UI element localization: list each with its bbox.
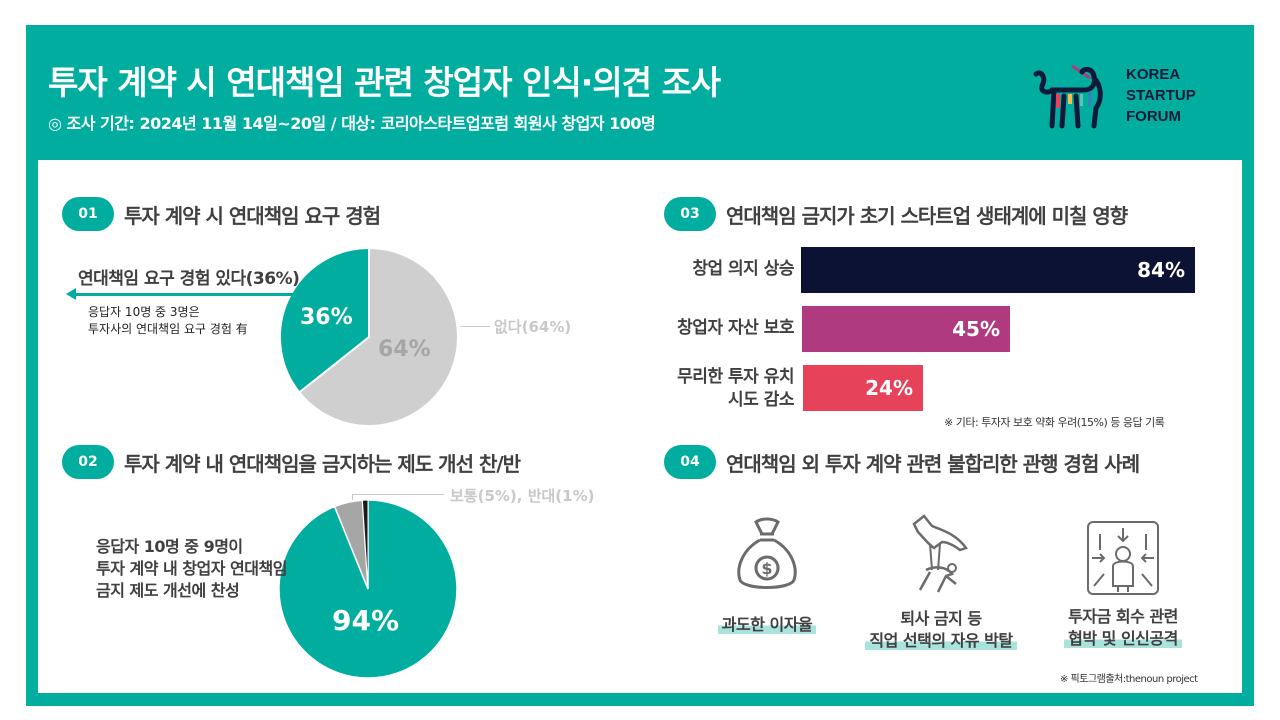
callout-desc: 응답자 10명 중 9명이 투자 계약 내 창업자 연대책임 금지 제도 개선에…: [96, 537, 287, 600]
logo-text: KOREA STARTUP FORUM: [1126, 66, 1196, 125]
case-item: 퇴사 금지 등 직업 선택의 자유 박탈: [831, 514, 1051, 652]
korea-startup-forum-logo: KOREA STARTUP FORUM: [1032, 56, 1242, 136]
slice-yes-value: 36%: [300, 305, 353, 330]
section-badge: 02: [62, 445, 114, 479]
survey-info: ◎ 조사 기간: 2024년 11월 14일~20일 / 대상: 코리아스타트업…: [48, 114, 656, 133]
bar-label: 창업 의지 상승: [692, 259, 794, 279]
page-title: 투자 계약 시 연대책임 관련 창업자 인식·의견 조사: [48, 63, 721, 102]
label-no: 없다(64%): [494, 318, 572, 336]
callout-arrow-line: [72, 293, 296, 296]
section-title: 투자 계약 시 연대책임 요구 경험: [124, 203, 381, 228]
section-title: 연대책임 외 투자 계약 관련 불합리한 관행 경험 사례: [726, 451, 1140, 476]
case-label-line: 투자금 회수 관련: [1068, 607, 1178, 626]
case-item: 투자금 회수 관련 협박 및 인신공격: [1013, 520, 1233, 650]
case-label: 과도한 이자율: [717, 615, 817, 634]
section-01-header: 01 투자 계약 시 연대책임 요구 경험: [62, 197, 381, 231]
bar-45: 45%: [802, 306, 1010, 352]
case-label-line: 퇴사 금지 등: [900, 609, 982, 628]
pictogram-source: ※ 픽토그램출처:thenoun project: [1060, 674, 1198, 685]
arrow-left-icon: [66, 288, 76, 300]
unicorn-logo-icon: [1033, 64, 1103, 129]
section-03-header: 03 연대책임 금지가 초기 스타트업 생태계에 미칠 영향: [664, 197, 1128, 231]
pie-chart-experience: [278, 246, 459, 427]
section-badge: 03: [664, 197, 716, 231]
section-badge: 01: [62, 197, 114, 231]
callout-desc: 응답자 10명 중 3명은 투자사의 연대책임 요구 경험 有: [88, 305, 248, 336]
bar-label: 무리한 투자 유치 시도 감소: [677, 367, 794, 410]
footnote: ※ 기타: 투자자 보호 약화 우려(15%) 등 응답 기록: [944, 416, 1165, 429]
pressured-person-icon: [1087, 521, 1159, 595]
puppet-hand-icon: [912, 514, 969, 593]
section-04-header: 04 연대책임 외 투자 계약 관련 불합리한 관행 경험 사례: [664, 445, 1140, 479]
slice-agree-value: 94%: [332, 604, 400, 637]
leader-line: [460, 326, 490, 327]
section-title: 투자 계약 내 연대책임을 금지하는 제도 개선 찬/반: [124, 451, 521, 476]
section-badge: 04: [664, 445, 716, 479]
pie-chart-support: [278, 499, 458, 679]
label-other: 보통(5%), 반대(1%): [450, 487, 595, 505]
case-label-line: 협박 및 인신공격: [1064, 629, 1182, 648]
pie-slice-yes: [278, 246, 370, 394]
money-bag-icon: $: [737, 517, 797, 589]
case-label-line: 직업 선택의 자유 박탈: [865, 631, 1017, 650]
callout-title: 연대책임 요구 경험 있다(36%): [78, 269, 300, 289]
pie-slice-no: [297, 246, 459, 427]
leader-line-vertical: [352, 494, 353, 500]
bar-84: 84%: [801, 247, 1195, 293]
leader-line: [352, 494, 444, 495]
slice-no-value: 64%: [378, 337, 431, 362]
pie-slice-disagree: [361, 499, 369, 590]
case-item: $ 과도한 이자율: [657, 516, 877, 636]
section-title: 연대책임 금지가 초기 스타트업 생태계에 미칠 영향: [726, 203, 1128, 228]
svg-text:$: $: [761, 559, 772, 578]
bar-24: 24%: [803, 365, 923, 411]
section-02-header: 02 투자 계약 내 연대책임을 금지하는 제도 개선 찬/반: [62, 445, 521, 479]
bar-label: 창업자 자산 보호: [677, 318, 794, 338]
